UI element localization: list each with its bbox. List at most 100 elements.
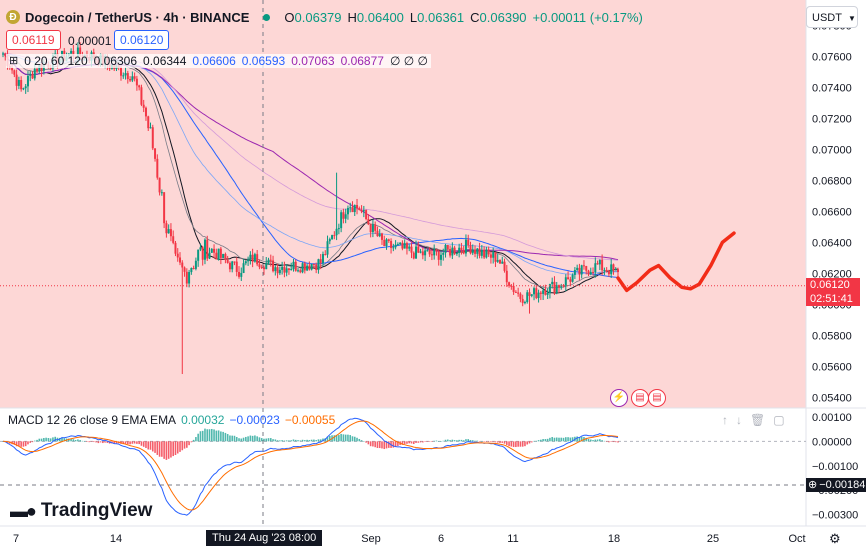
macd-histogram-bar — [617, 441, 619, 443]
macd-histogram-bar — [517, 441, 519, 447]
macd-histogram-bar — [601, 440, 603, 442]
macd-histogram-bar — [208, 429, 211, 442]
macd-histogram-bar — [358, 438, 361, 442]
macd-signal-line — [2, 420, 619, 511]
macd-histogram-bar — [381, 441, 383, 449]
macd-histogram-bar — [161, 441, 163, 457]
price-tick-10: 0.05800 — [812, 330, 852, 342]
settings-gear-icon[interactable]: ⚙ — [829, 531, 841, 546]
candle — [272, 255, 275, 273]
indicator-legend[interactable]: ⊞ 0 20 60 120 0.06306 0.06344 0.06606 0.065… — [6, 54, 431, 68]
candle — [585, 265, 588, 275]
macd-legend[interactable]: MACD 12 26 close 9 EMA EMA 0.00032 −0.00… — [8, 413, 335, 427]
macd-histogram-bar — [558, 437, 560, 442]
visibility-icon[interactable]: ⊞ — [9, 55, 19, 67]
candle — [387, 238, 390, 243]
candle — [249, 251, 252, 265]
macd-histogram-bar — [383, 441, 386, 450]
macd-tick-4: −0.00300 — [812, 510, 858, 522]
macd-histogram-bar — [61, 437, 63, 442]
candle — [26, 71, 29, 93]
candle — [328, 237, 331, 245]
macd-histogram-bar — [319, 439, 322, 442]
macd-histogram-bar — [31, 441, 34, 443]
macd-histogram-bar — [322, 438, 324, 442]
candle — [378, 229, 381, 238]
candle — [283, 261, 286, 278]
macd-histogram-bar — [494, 441, 497, 443]
candle — [601, 254, 604, 276]
candle — [244, 260, 247, 266]
us-flag-event-icon[interactable]: ▤ — [631, 389, 649, 407]
macd-histogram-bar — [490, 441, 492, 442]
macd-histogram-bar — [369, 441, 372, 447]
candle — [269, 254, 272, 267]
candle — [281, 261, 284, 275]
move-up-icon[interactable]: ↑ — [722, 413, 728, 427]
macd-histogram-bar — [571, 437, 574, 442]
maximize-pane-icon[interactable]: ▢ — [773, 413, 785, 427]
candle — [605, 267, 608, 273]
macd-histogram-bar — [104, 441, 106, 443]
macd-histogram-bar — [288, 440, 290, 442]
candle — [349, 202, 352, 213]
lightning-event-icon[interactable]: ⚡ — [610, 389, 628, 407]
alert-zone-background — [0, 0, 806, 408]
macd-histogram-bar — [145, 441, 147, 448]
macd-histogram-bar — [533, 440, 535, 442]
macd-histogram-bar — [467, 439, 470, 442]
macd-histogram-bar — [45, 437, 47, 442]
macd-histogram-bar — [133, 441, 136, 444]
delete-pane-icon[interactable]: 🗑 — [750, 413, 766, 427]
macd-histogram-bar — [265, 438, 268, 442]
candle — [464, 234, 467, 257]
candle — [2, 51, 4, 58]
candle — [17, 76, 20, 90]
macd-histogram-bar — [226, 434, 229, 442]
candle — [496, 253, 499, 263]
candle — [156, 154, 159, 180]
candle — [380, 232, 383, 245]
macd-histogram-bar — [578, 437, 581, 442]
sell-price-button[interactable]: 0.06119 — [6, 30, 61, 50]
macd-histogram-bar — [537, 440, 540, 442]
macd-histogram-bar — [176, 441, 179, 454]
macd-histogram-bar — [74, 439, 77, 442]
macd-histogram-bar — [154, 441, 156, 453]
macd-histogram-bar — [437, 441, 440, 442]
currency-select[interactable]: USDT ▼ — [806, 6, 858, 28]
macd-histogram-bar — [170, 441, 172, 458]
candle — [430, 249, 433, 261]
buy-price-button[interactable]: 0.06120 — [114, 30, 170, 50]
candle — [144, 106, 147, 121]
macd-histogram-bar — [565, 437, 567, 442]
candle — [578, 263, 581, 281]
macd-histogram-bar — [267, 438, 270, 442]
candle — [303, 261, 306, 274]
macd-histogram-bar — [587, 438, 590, 442]
indicator-inputs: 0 20 60 120 — [24, 54, 88, 68]
macd-histogram-bar — [506, 441, 508, 446]
candle — [537, 289, 540, 303]
macd-histogram-bar — [195, 437, 197, 442]
candle — [508, 281, 511, 288]
price-tick-7: 0.06400 — [812, 237, 852, 249]
move-down-icon[interactable]: ↓ — [736, 413, 742, 427]
macd-histogram-bar — [151, 441, 154, 452]
candle — [160, 189, 163, 196]
candle — [321, 251, 324, 267]
candle — [262, 265, 265, 275]
macd-histogram-bar — [589, 439, 592, 442]
plus-icon[interactable]: ⊕ — [808, 479, 818, 491]
candle — [129, 76, 132, 83]
candle — [614, 267, 617, 271]
macd-histogram-bar — [412, 441, 415, 445]
candle — [539, 290, 542, 301]
candle — [126, 70, 129, 84]
projection-drawing[interactable] — [616, 231, 736, 293]
symbol-title[interactable]: Dogecoin / TetherUS · 4h · BINANCE — [25, 9, 250, 25]
candle — [278, 266, 281, 276]
us-flag-event-icon-2[interactable]: ▤ — [648, 389, 666, 407]
macd-histogram-bar — [13, 441, 16, 445]
